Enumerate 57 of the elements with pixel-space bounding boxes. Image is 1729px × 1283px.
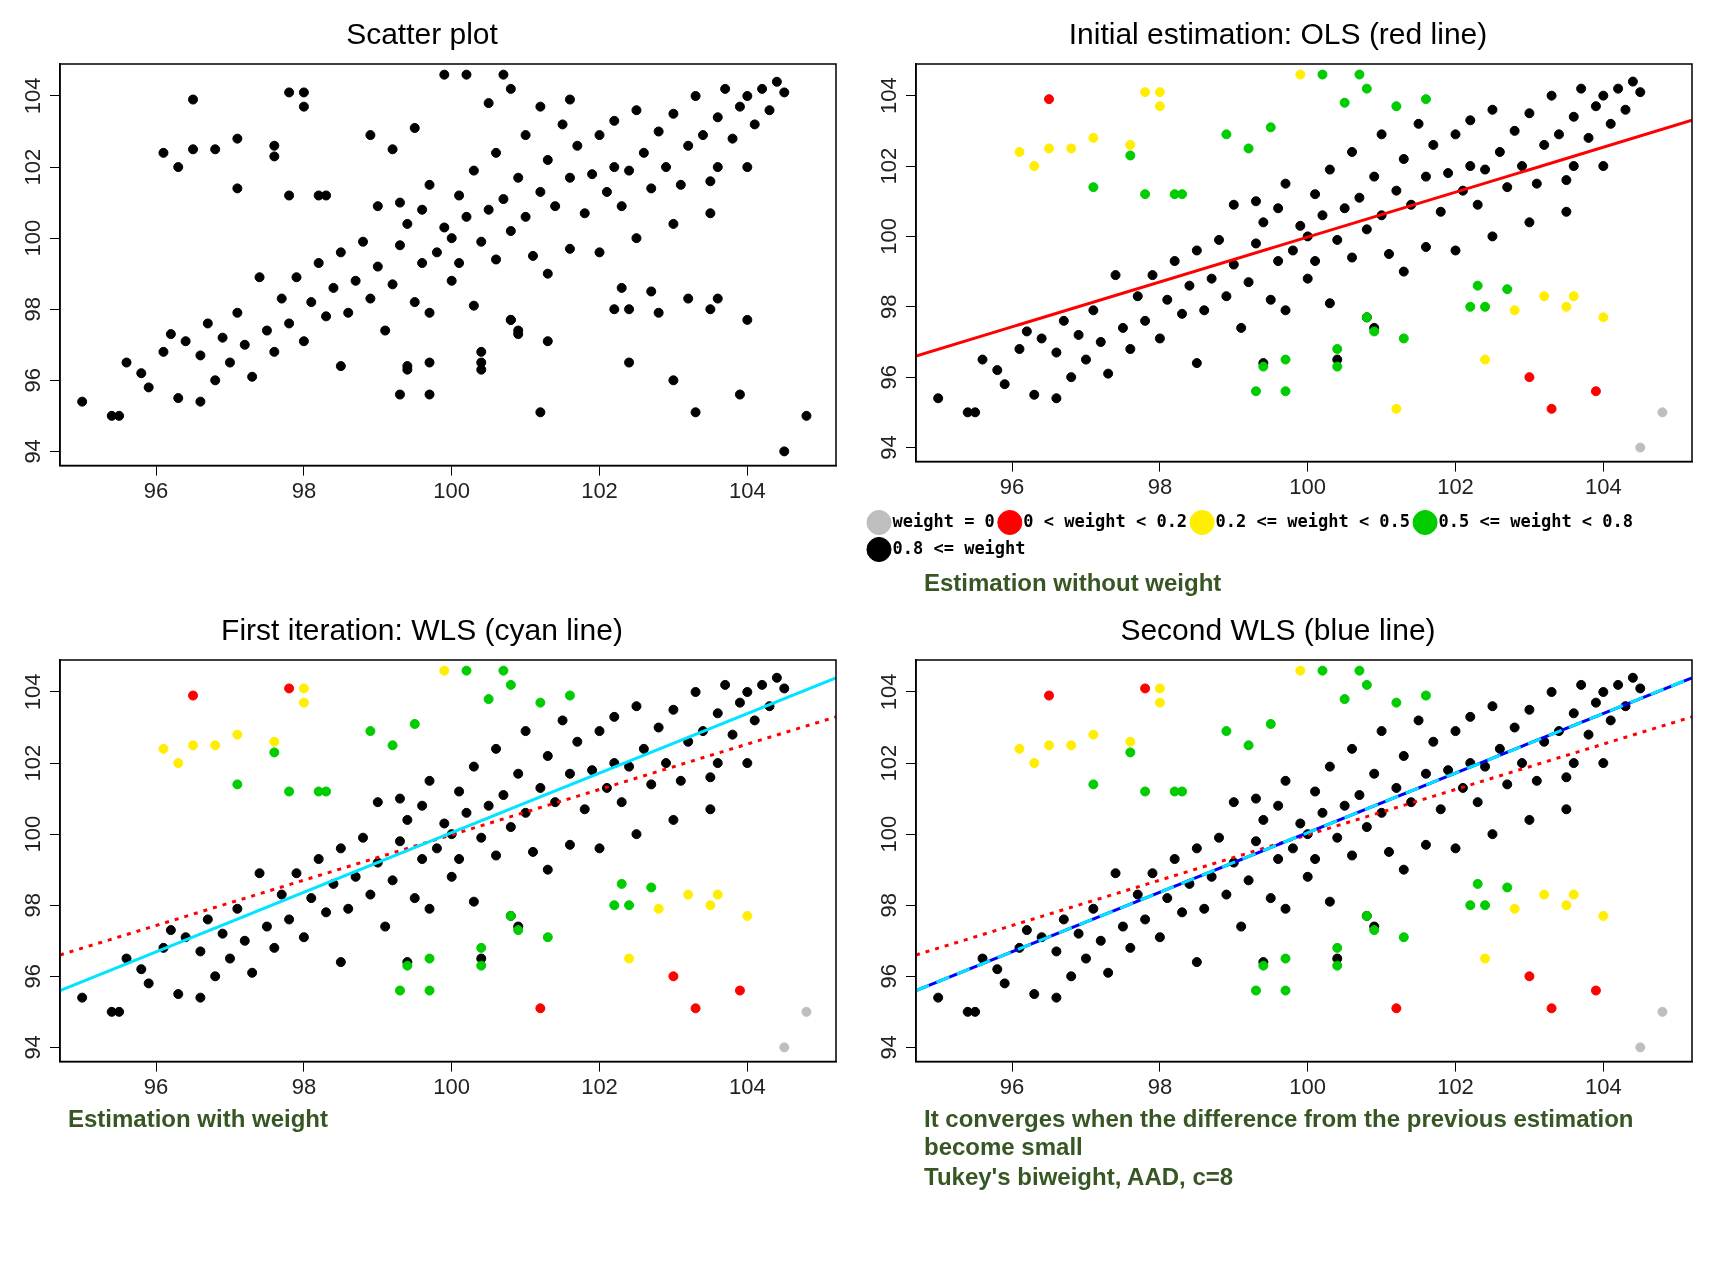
y-tick-label: 96 xyxy=(876,364,902,390)
y-tick-label: 96 xyxy=(20,368,46,393)
y-tick-label: 94 xyxy=(20,439,46,464)
x-tick-label: 104 xyxy=(1584,473,1622,499)
legend-label: 0.8 <= weight xyxy=(892,537,1026,558)
legend-label: 0.5 <= weight < 0.8 xyxy=(1438,510,1634,531)
text: Estimation with weight xyxy=(67,1104,329,1134)
legend-label: 0 < weight < 0.2 xyxy=(1023,510,1188,531)
y-tick-label: 100 xyxy=(876,815,902,853)
y-tick-label: 96 xyxy=(876,964,902,989)
y-tick-label: 96 xyxy=(20,964,46,989)
y-tick-label: 98 xyxy=(20,892,46,918)
x-tick-label: 102 xyxy=(1437,473,1474,499)
legend-label: weight = 0 xyxy=(892,510,995,531)
x-tick-label: 98 xyxy=(291,477,317,503)
y-tick-label: 100 xyxy=(20,219,46,257)
x-tick-label: 100 xyxy=(433,1073,471,1099)
x-tick-label: 102 xyxy=(581,477,618,503)
y-tick-label: 100 xyxy=(20,815,46,853)
x-tick-label: 96 xyxy=(999,473,1025,499)
chart-title: Initial estimation: OLS (red line) xyxy=(1068,17,1488,51)
y-tick-label: 102 xyxy=(20,744,46,782)
x-tick-label: 104 xyxy=(728,477,766,503)
x-tick-label: 104 xyxy=(1584,1073,1622,1099)
y-tick-label: 98 xyxy=(876,294,902,320)
chart-title: Second WLS (blue line) xyxy=(1120,613,1436,647)
legend-label: 0.2 <= weight < 0.5 xyxy=(1215,510,1411,531)
y-tick-label: 104 xyxy=(20,673,46,711)
y-tick-label: 98 xyxy=(876,892,902,918)
x-tick-label: 98 xyxy=(291,1073,317,1099)
y-tick-label: 104 xyxy=(876,673,902,711)
x-tick-label: 100 xyxy=(1289,1073,1327,1099)
x-tick-label: 96 xyxy=(999,1073,1025,1099)
x-tick-label: 98 xyxy=(1147,1073,1173,1099)
x-tick-label: 102 xyxy=(1437,1073,1474,1099)
text: Tukey's biweight, AAD, c=8 xyxy=(923,1162,1235,1192)
text: It converges when the difference from the previous estimation become small xyxy=(923,1104,1635,1162)
x-tick-label: 104 xyxy=(728,1073,766,1099)
x-tick-label: 96 xyxy=(143,1073,169,1099)
y-tick-label: 102 xyxy=(876,147,902,185)
x-tick-label: 98 xyxy=(1147,473,1173,499)
x-tick-label: 100 xyxy=(1289,473,1327,499)
chart-title: First iteration: WLS (cyan line) xyxy=(221,613,623,647)
y-tick-label: 100 xyxy=(876,218,902,255)
x-tick-label: 96 xyxy=(143,477,169,503)
y-tick-label: 102 xyxy=(876,744,902,782)
text: Estimation without weight xyxy=(923,568,1223,598)
y-tick-label: 94 xyxy=(876,435,902,460)
y-tick-label: 98 xyxy=(20,296,46,322)
x-tick-label: 100 xyxy=(433,477,471,503)
chart-title: Scatter plot xyxy=(346,17,499,51)
x-tick-label: 102 xyxy=(581,1073,618,1099)
y-tick-label: 102 xyxy=(20,148,46,186)
y-tick-label: 104 xyxy=(876,77,902,115)
y-tick-label: 94 xyxy=(20,1035,46,1060)
y-tick-label: 104 xyxy=(20,77,46,115)
y-tick-label: 94 xyxy=(876,1035,902,1060)
